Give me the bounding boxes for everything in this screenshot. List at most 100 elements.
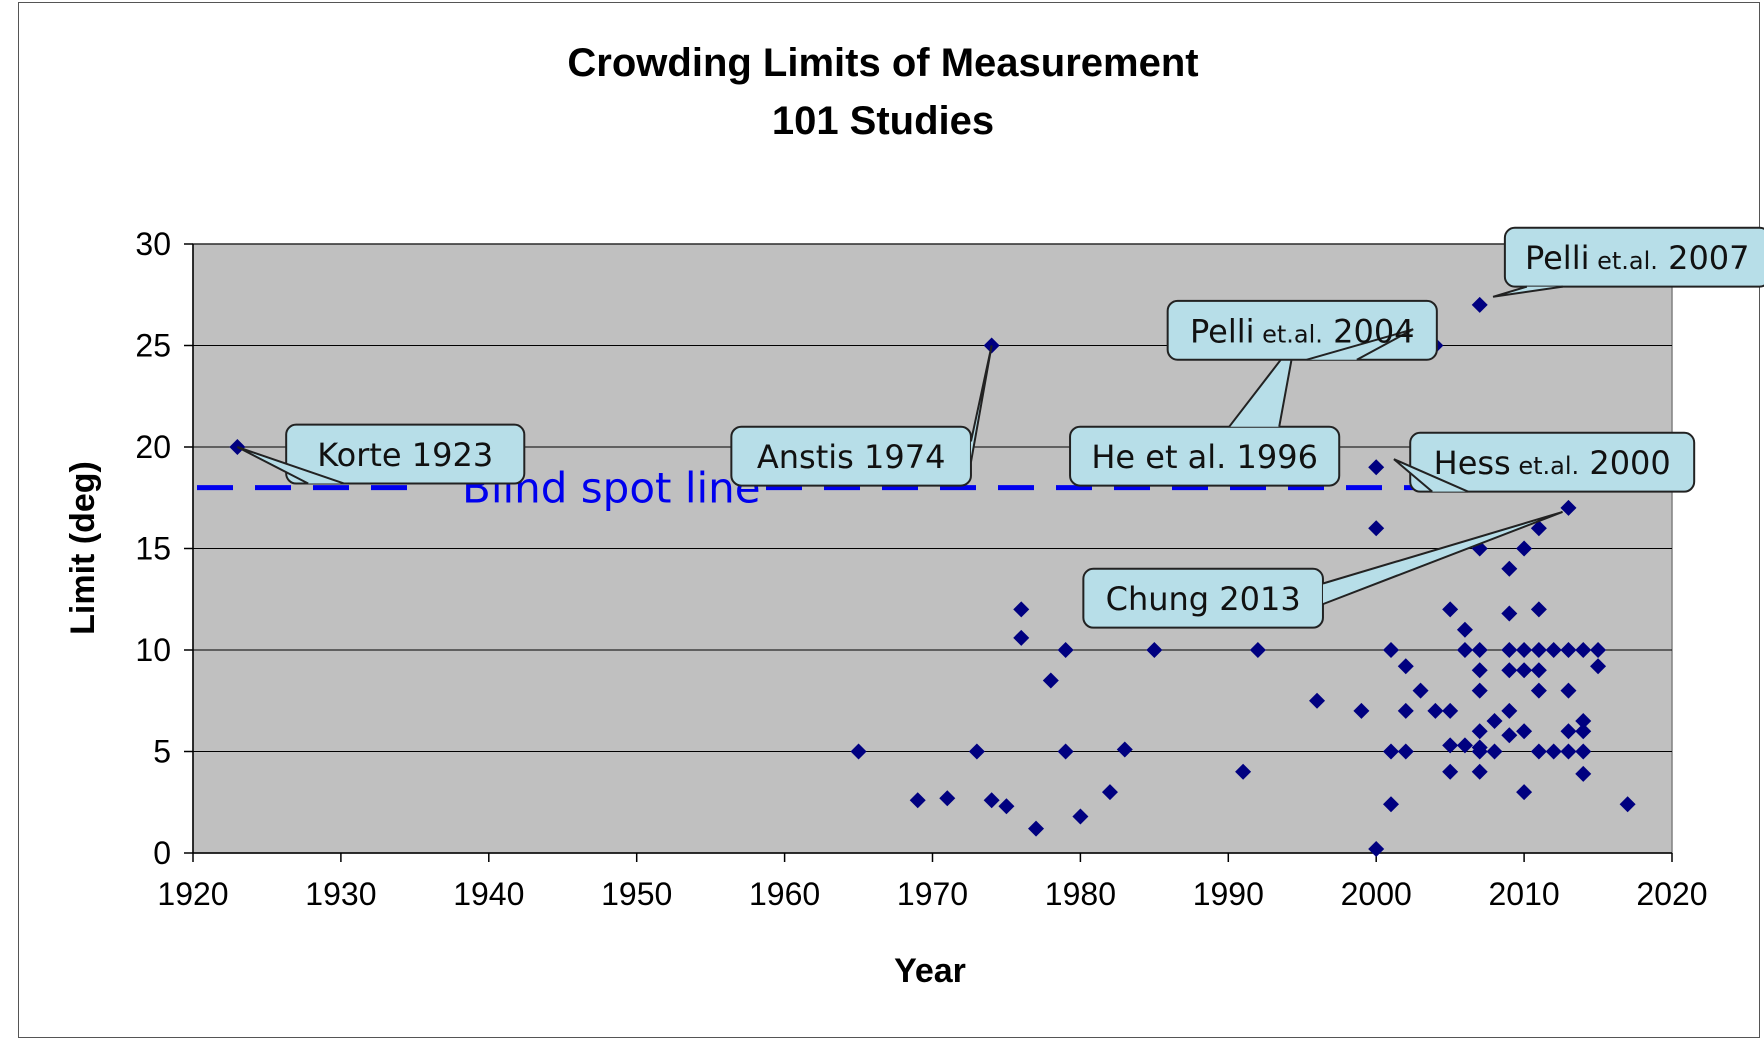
callout-label: He et al. 1996 — [1091, 438, 1318, 476]
data-point — [1471, 682, 1488, 699]
x-tick-label: 1940 — [453, 876, 524, 912]
data-point — [1397, 702, 1414, 719]
data-point — [1575, 642, 1592, 658]
data-point — [1235, 763, 1252, 780]
callout-label: Pelli et.al. 2004 — [1190, 312, 1415, 350]
data-point — [1382, 796, 1399, 813]
data-point — [1530, 682, 1547, 699]
data-point — [1442, 601, 1459, 618]
data-point — [1368, 520, 1385, 537]
callout-label: Chung 2013 — [1106, 580, 1301, 618]
data-point — [1530, 520, 1547, 537]
data-point — [1427, 702, 1444, 719]
y-axis-title: Limit (deg) — [64, 461, 102, 635]
y-tick-label: 30 — [135, 226, 171, 262]
data-point — [1516, 662, 1533, 679]
data-point — [1516, 642, 1533, 658]
data-point — [1442, 763, 1459, 780]
callout-box — [1409, 431, 1696, 493]
data-point — [1309, 692, 1326, 709]
callout-box — [1069, 425, 1341, 487]
chart-title-line-2: 101 Studies — [772, 99, 994, 143]
data-point — [1368, 459, 1385, 476]
x-tick-label: 2020 — [1636, 876, 1707, 912]
data-point — [1397, 658, 1414, 675]
data-point — [1575, 713, 1592, 730]
callout-0: Korte 1923 — [236, 423, 526, 485]
data-point — [1560, 743, 1577, 760]
data-point — [1249, 642, 1266, 658]
data-point — [1368, 840, 1385, 857]
callout-pointer — [1492, 285, 1564, 298]
callout-2: He et al. 1996 — [1069, 340, 1341, 487]
data-point — [1471, 296, 1488, 313]
data-point — [1456, 642, 1473, 658]
data-point — [1560, 682, 1577, 699]
data-point — [1501, 662, 1518, 679]
data-point — [1456, 737, 1473, 754]
x-tick-label: 1980 — [1045, 876, 1116, 912]
data-point — [1530, 642, 1547, 658]
callout-label: Korte 1923 — [317, 436, 493, 474]
data-point — [1382, 642, 1399, 658]
data-point — [1545, 743, 1562, 760]
callout-annotations: Korte 1923 Anstis 1974 He et al. 1996 Pelli… — [236, 226, 1764, 629]
callout-pointer — [969, 345, 993, 463]
data-point — [1501, 605, 1518, 622]
y-tick-label: 5 — [153, 734, 171, 770]
data-point — [1501, 702, 1518, 719]
callout-pointer — [1322, 511, 1563, 606]
callout-1: Anstis 1974 — [730, 345, 993, 487]
data-point — [850, 743, 867, 760]
callout-6: Chung 2013 — [1082, 511, 1563, 629]
data-point — [983, 792, 1000, 809]
data-point — [1471, 743, 1488, 760]
data-point — [1516, 723, 1533, 740]
callout-pointer — [236, 446, 345, 485]
y-tick-label: 10 — [135, 632, 171, 668]
data-point — [1146, 642, 1163, 658]
data-point — [1471, 642, 1488, 658]
callout-label: Anstis 1974 — [757, 438, 946, 476]
x-tick-label: 1930 — [305, 876, 376, 912]
x-tick-label: 1960 — [749, 876, 820, 912]
callout-label: Pelli et.al. 2007 — [1525, 239, 1750, 277]
data-point — [1530, 662, 1547, 679]
y-tick-label: 15 — [135, 531, 171, 567]
data-point — [1397, 743, 1414, 760]
callout-5: Hess et.al. 2000 — [1393, 431, 1696, 493]
data-point — [1471, 723, 1488, 740]
y-tick-label: 20 — [135, 429, 171, 465]
callout-pointer — [1393, 458, 1469, 493]
callout-4: Pelli et.al. 2007 — [1492, 226, 1764, 298]
data-point — [1456, 621, 1473, 638]
data-point — [1442, 702, 1459, 719]
data-point — [998, 798, 1015, 815]
data-point — [1530, 601, 1547, 618]
x-tick-label: 1920 — [157, 876, 228, 912]
data-point — [1516, 784, 1533, 801]
y-tick-label: 25 — [135, 328, 171, 364]
data-point — [1530, 743, 1547, 760]
axes — [184, 243, 1673, 862]
data-point — [1560, 723, 1577, 740]
data-point — [1516, 540, 1533, 557]
data-point — [1057, 642, 1074, 658]
data-point — [1013, 601, 1030, 618]
x-axis-title: Year — [894, 952, 966, 990]
x-tick-labels: 1920 1930 1940 1950 1960 1970 1980 1990 2000 2010… — [157, 876, 1707, 912]
data-point — [1501, 727, 1518, 744]
data-point — [1412, 682, 1429, 699]
x-tick-label: 1990 — [1193, 876, 1264, 912]
callout-pointer — [1306, 328, 1414, 361]
data-point — [1072, 808, 1089, 825]
callout-3: Pelli et.al. 2004 — [1166, 299, 1438, 361]
data-point — [1590, 658, 1607, 675]
data-point — [1013, 629, 1030, 646]
data-point — [1486, 743, 1503, 760]
y-tick-labels: 0 5 10 15 20 25 30 — [135, 226, 171, 871]
x-tick-label: 2000 — [1341, 876, 1412, 912]
data-point — [1353, 702, 1370, 719]
x-tick-label: 2010 — [1489, 876, 1560, 912]
